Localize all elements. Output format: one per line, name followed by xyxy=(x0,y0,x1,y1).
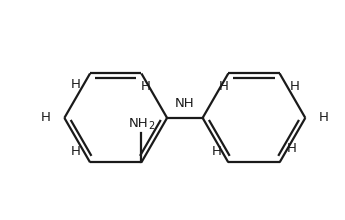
Text: H: H xyxy=(289,80,299,93)
Text: H: H xyxy=(219,80,229,93)
Text: H: H xyxy=(211,145,221,158)
Text: NH: NH xyxy=(129,117,148,130)
Text: H: H xyxy=(287,143,296,156)
Text: H: H xyxy=(141,80,150,93)
Text: H: H xyxy=(70,145,80,158)
Text: 2: 2 xyxy=(148,121,155,131)
Text: H: H xyxy=(70,78,80,91)
Text: H: H xyxy=(41,111,51,124)
Text: NH: NH xyxy=(175,97,195,110)
Text: H: H xyxy=(319,111,329,124)
